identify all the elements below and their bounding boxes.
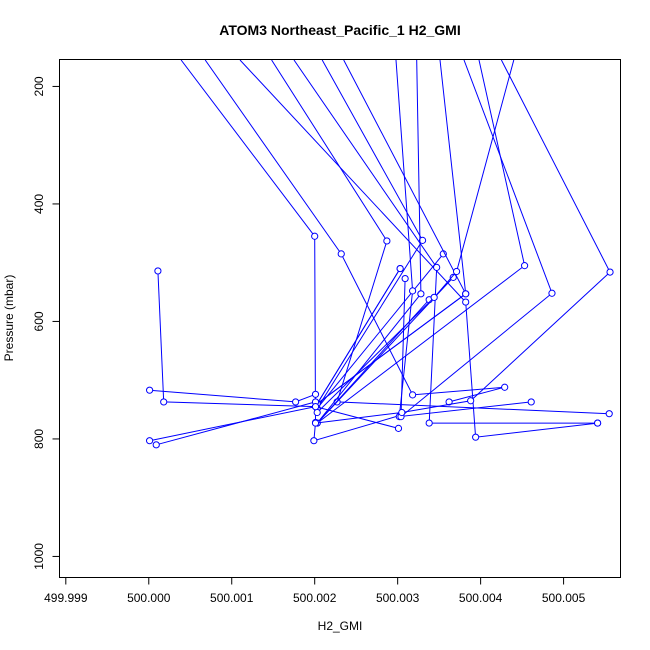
data-point	[417, 290, 425, 298]
data-point	[449, 273, 457, 281]
data-point	[310, 437, 318, 445]
y-axis-label: Pressure (mbar)	[2, 275, 16, 362]
data-point	[154, 267, 162, 275]
data-point	[146, 386, 154, 394]
data-point	[311, 419, 320, 427]
data-point	[594, 419, 602, 427]
data-point	[425, 419, 433, 427]
y-tick-label: 200	[32, 76, 46, 96]
series-line	[316, 60, 454, 424]
data-point	[501, 383, 509, 391]
data-point	[433, 263, 441, 271]
series-13	[311, 60, 614, 427]
series-line	[395, 60, 532, 418]
series-line	[316, 60, 515, 413]
data-point	[452, 267, 461, 276]
x-tick-label: 500.005	[542, 591, 586, 605]
series-line	[316, 60, 444, 409]
series-2	[204, 60, 509, 406]
data-point	[430, 293, 438, 301]
series-18	[146, 403, 403, 445]
data-point	[472, 433, 480, 441]
data-point	[292, 398, 300, 406]
data-point	[462, 298, 470, 306]
series-8	[395, 60, 535, 421]
data-point	[408, 391, 417, 399]
series-line	[271, 60, 610, 415]
x-axis: 499.999 500.000 500.001 500.002 500.003 500.0…	[44, 577, 586, 605]
data-point	[313, 408, 321, 417]
y-tick-label: 600	[32, 311, 46, 331]
series-line	[400, 60, 553, 418]
x-tick-label: 499.999	[44, 591, 88, 605]
series-layer	[146, 60, 614, 449]
y-tick-label: 400	[32, 194, 46, 214]
y-tick-label: 1000	[32, 543, 46, 570]
y-tick-label: 800	[32, 429, 46, 449]
data-point	[467, 397, 475, 405]
series-line	[239, 60, 598, 438]
data-point	[311, 403, 320, 411]
data-point	[520, 262, 529, 270]
data-point	[462, 290, 470, 298]
data-point	[605, 410, 613, 418]
x-tick-label: 500.004	[459, 591, 503, 605]
y-axis: 200 400 600 800 1000	[32, 76, 60, 570]
data-point	[548, 289, 556, 297]
series-line	[293, 60, 598, 424]
x-tick-label: 500.001	[210, 591, 254, 605]
data-point	[396, 264, 404, 273]
series-line	[316, 60, 526, 424]
x-tick-label: 500.003	[376, 591, 420, 605]
data-point	[398, 408, 406, 417]
x-axis-label: H2_GMI	[318, 619, 363, 633]
data-point	[445, 398, 453, 406]
x-tick-label: 500.002	[293, 591, 337, 605]
series-11	[397, 60, 556, 421]
data-point	[146, 437, 154, 445]
data-point	[152, 441, 160, 449]
data-point	[383, 237, 391, 245]
data-point	[311, 232, 319, 240]
series-14	[313, 60, 515, 417]
series-line	[316, 60, 467, 405]
data-point	[394, 424, 403, 432]
data-point	[606, 268, 614, 276]
chart-title: ATOM3 Northeast_Pacific_1 H2_GMI	[219, 22, 460, 38]
data-point	[311, 390, 320, 398]
data-point	[527, 398, 535, 406]
data-point	[408, 287, 417, 295]
data-point	[337, 250, 345, 258]
series-5	[293, 60, 602, 427]
x-tick-label: 500.000	[127, 591, 171, 605]
data-point	[401, 274, 409, 283]
series-15	[146, 386, 320, 406]
data-point	[160, 398, 168, 406]
